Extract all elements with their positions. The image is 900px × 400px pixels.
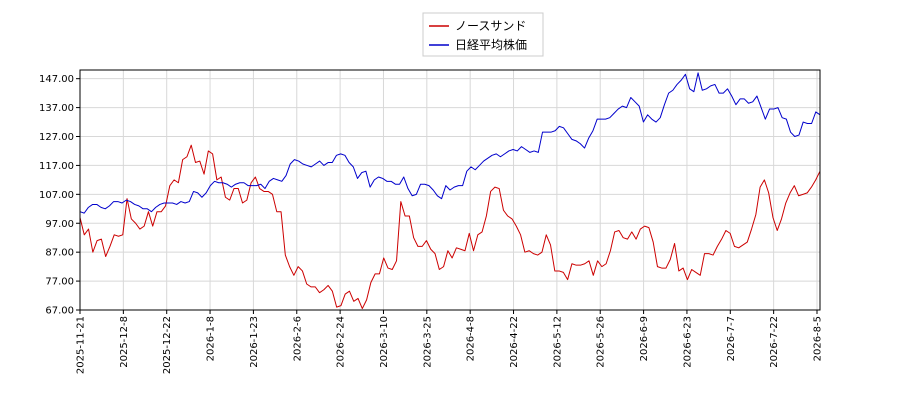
legend: ノースサンド 日経平均株価 [422,12,544,57]
y-tick-label: 127.00 [39,132,74,143]
y-axis: 67.00 77.00 87.00 97.00 107.00 117.00 127.00 13… [39,74,80,317]
x-tick-label: 2026-1-23 [249,316,260,368]
x-tick-label: 2026-8-5 [813,316,824,361]
y-tick-label: 97.00 [45,219,74,230]
y-tick-label: 87.00 [45,248,74,259]
grid-layer [79,70,820,311]
series-line-1 [79,144,821,310]
x-tick-label: 2026-2-24 [336,316,347,368]
legend-label-series-1: ノースサンド [455,19,526,33]
x-tick-label: 2026-7-22 [769,316,780,368]
x-tick-label: 2026-3-10 [379,316,390,368]
x-tick-label: 2026-6-9 [639,316,650,361]
y-tick-label: 117.00 [39,161,74,172]
x-axis: 2025-11-21 2025-12-8 2025-12-22 2026-1-8 202… [76,310,824,374]
y-tick-label: 107.00 [39,190,74,201]
x-tick-label: 2026-1-8 [206,316,217,361]
series-layer [79,72,821,310]
y-tick-label: 67.00 [45,306,74,317]
x-tick-label: 2025-12-8 [119,316,130,368]
plot-frame [79,69,821,311]
x-tick-label: 2025-12-22 [162,316,173,374]
series-line-2 [79,72,821,214]
x-tick-label: 2026-4-8 [466,316,477,361]
x-tick-label: 2026-6-23 [682,316,693,368]
y-tick-label: 147.00 [39,74,74,85]
x-tick-label: 2026-3-25 [422,316,433,368]
x-tick-label: 2026-2-6 [292,316,303,361]
x-tick-label: 2025-11-21 [76,316,87,374]
x-tick-label: 2026-7-7 [726,316,737,361]
y-tick-label: 137.00 [39,103,74,114]
legend-label-series-2: 日経平均株価 [455,37,527,52]
x-tick-label: 2026-4-22 [509,316,520,368]
y-tick-label: 77.00 [45,277,74,288]
x-tick-label: 2026-5-26 [596,316,607,368]
x-tick-label: 2026-5-12 [552,316,563,368]
legend-box [422,12,544,57]
